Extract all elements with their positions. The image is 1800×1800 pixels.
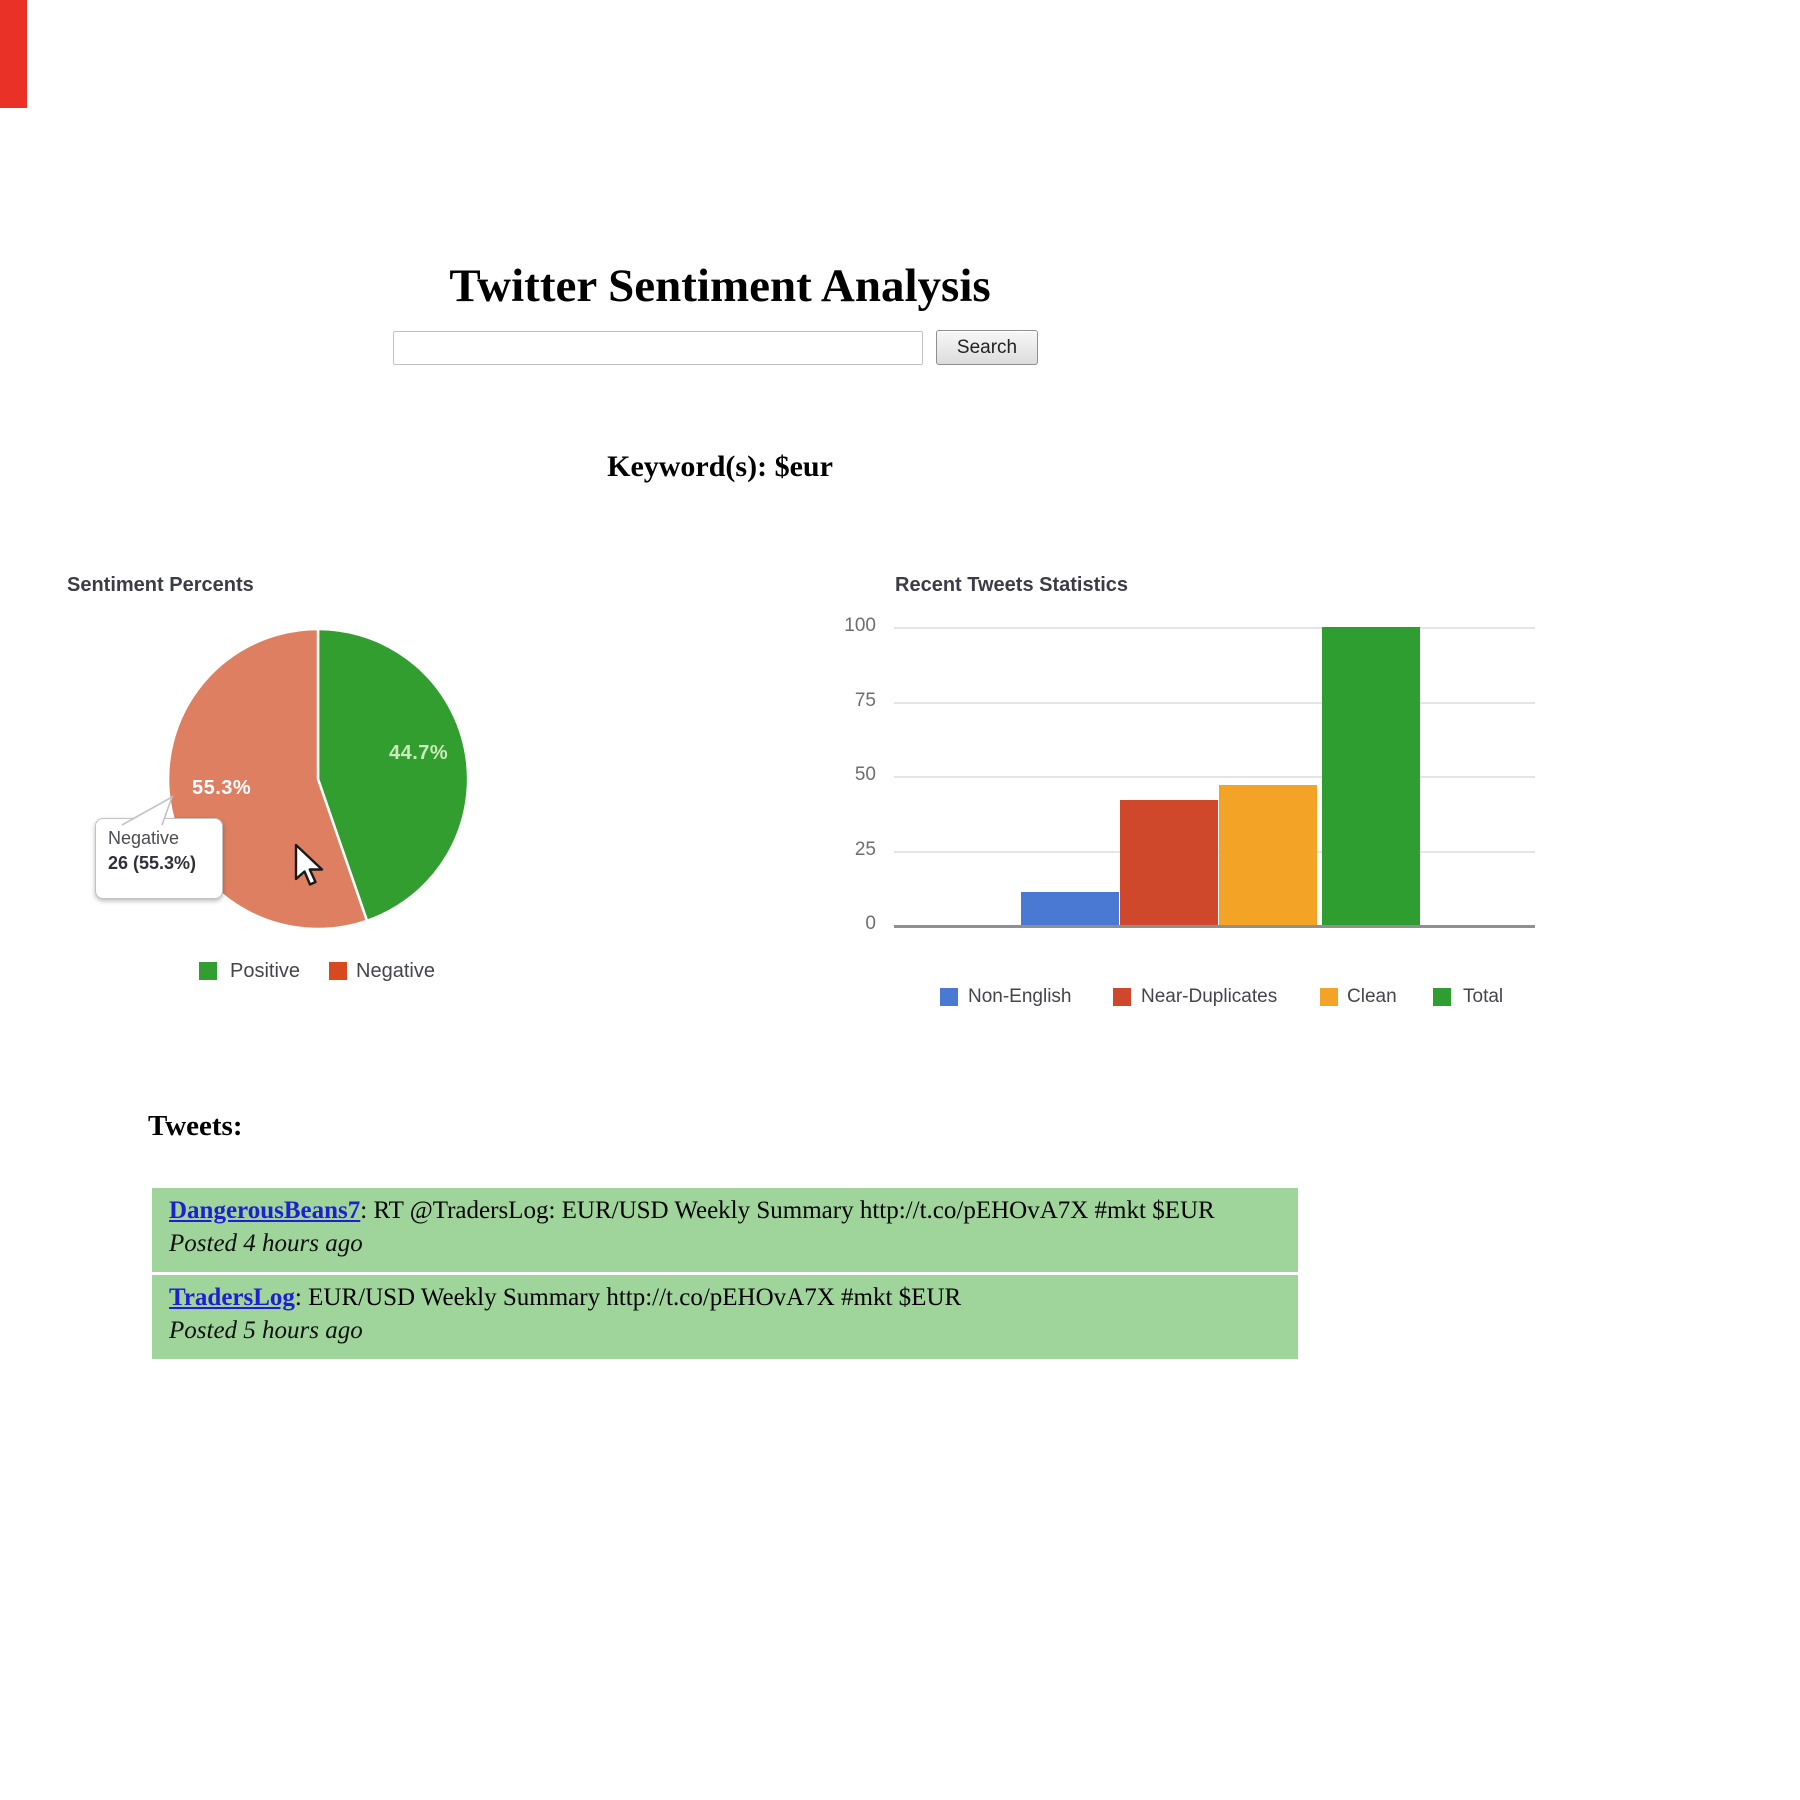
pie-slice-label-positive: 44.7%: [389, 742, 449, 764]
bar-non-english[interactable]: [1021, 892, 1119, 925]
bar-legend-label-near-duplicates: Near-Duplicates: [1141, 986, 1278, 1007]
bar-total[interactable]: [1322, 627, 1420, 925]
pie-tooltip-label: Negative: [108, 828, 180, 848]
bar-legend-swatch-non-english: [940, 988, 958, 1006]
search-button[interactable]: Search: [936, 330, 1038, 365]
screen-edge-red-marker: [0, 0, 27, 108]
pie-slice-positive[interactable]: [316, 627, 470, 923]
gridline-75: [894, 701, 1535, 704]
y-axis-tick-75: 75: [854, 689, 876, 711]
tweets-heading: Tweets:: [148, 1110, 243, 1142]
page-title: Twitter Sentiment Analysis: [449, 260, 991, 313]
y-axis-tick-0: 0: [865, 913, 876, 934]
x-axis-baseline: [894, 925, 1535, 928]
tweet-posted: Posted 5 hours ago: [169, 1317, 363, 1344]
y-axis-tick-100: 100: [844, 615, 876, 636]
pie-slice-label-negative: 55.3%: [192, 777, 252, 799]
bar-near-duplicates[interactable]: [1120, 799, 1218, 925]
gridline-100: [894, 627, 1535, 629]
pie-chart-title: Sentiment Percents: [67, 574, 254, 596]
pie-legend-swatch-negative: [329, 962, 347, 980]
recent-tweets-bar-chart[interactable]: Non-English Near-Duplicates Clean Total …: [820, 600, 1540, 1040]
pie-tooltip-value: 26 (55.3%): [108, 853, 197, 873]
gridline-50: [894, 776, 1535, 778]
tweet-username-link[interactable]: TradersLog: [169, 1284, 295, 1311]
tweet-text: : EUR/USD Weekly Summary http://t.co/pEH…: [294, 1284, 962, 1311]
tweet-text: : RT @TradersLog: EUR/USD Weekly Summary…: [360, 1197, 1215, 1224]
bar-chart-title: Recent Tweets Statistics: [895, 574, 1129, 596]
search-input[interactable]: [393, 331, 923, 365]
bar-clean[interactable]: [1219, 784, 1317, 925]
y-axis-tick-50: 50: [854, 764, 876, 785]
tweet-username-link[interactable]: DangerousBeans7: [169, 1197, 361, 1224]
bar-legend-label-total: Total: [1463, 986, 1504, 1007]
pie-legend-swatch-positive: [199, 962, 217, 980]
mouse-cursor-icon: [294, 843, 324, 886]
tweet-item: DangerousBeans7: RT @TradersLog: EUR/USD…: [152, 1188, 1298, 1272]
keyword-line: Keyword(s): $eur: [607, 450, 833, 483]
tweet-line: TradersLog: EUR/USD Weekly Summary http:…: [169, 1284, 1298, 1312]
bar-legend-swatch-total: [1433, 988, 1451, 1006]
pie-legend-label-negative: Negative: [356, 960, 435, 982]
bar-legend-label-clean: Clean: [1347, 986, 1397, 1007]
tweet-item: TradersLog: EUR/USD Weekly Summary http:…: [152, 1275, 1298, 1359]
bar-legend-swatch-near-duplicates: [1113, 988, 1131, 1006]
pie-legend-label-positive: Positive: [230, 960, 301, 982]
tweet-posted: Posted 4 hours ago: [169, 1230, 363, 1257]
pie-tooltip-pointer: [121, 795, 174, 826]
bar-legend-swatch-clean: [1320, 988, 1338, 1006]
bar-legend-label-non-english: Non-English: [968, 986, 1072, 1007]
y-axis-tick-25: 25: [854, 838, 876, 860]
tweet-line: DangerousBeans7: RT @TradersLog: EUR/USD…: [169, 1197, 1298, 1225]
pie-tooltip: Negative 26 (55.3%): [95, 818, 223, 899]
